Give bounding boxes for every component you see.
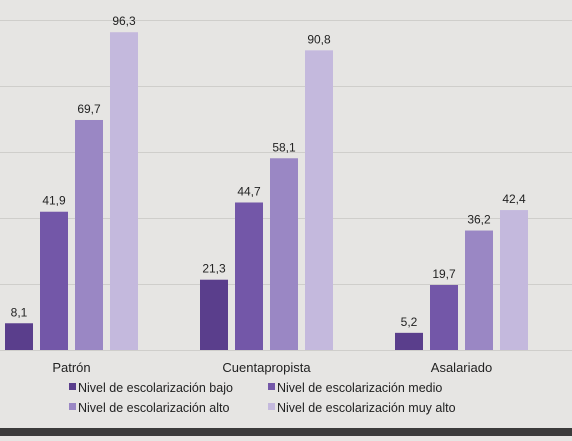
legend-swatch bbox=[268, 383, 275, 390]
data-label: 90,8 bbox=[307, 32, 331, 46]
bar bbox=[305, 50, 333, 351]
category-label: Asalariado bbox=[431, 360, 492, 375]
data-label: 69,7 bbox=[77, 102, 101, 116]
category-labels: Patrón Cuentapropista Asalariado bbox=[52, 360, 492, 375]
bar bbox=[500, 210, 528, 350]
data-label: 44,7 bbox=[237, 184, 261, 198]
data-label: 19,7 bbox=[432, 267, 456, 281]
data-label: 36,2 bbox=[467, 213, 491, 227]
legend: Nivel de escolarización bajo Nivel de esc… bbox=[69, 381, 456, 415]
legend-entry: Nivel de escolarización medio bbox=[277, 381, 442, 395]
legend-swatch bbox=[69, 383, 76, 390]
data-label: 41,9 bbox=[42, 194, 66, 208]
bar bbox=[430, 284, 458, 350]
value-labels: 8,1 41,9 69,7 96,3 21,3 44,7 58,1 90,8 5,2 19,7 36… bbox=[11, 14, 526, 329]
bar bbox=[465, 230, 493, 350]
bottom-bar bbox=[0, 428, 572, 436]
legend-entry: Nivel de escolarización bajo bbox=[78, 381, 233, 395]
bar bbox=[75, 119, 103, 351]
legend-entry: Nivel de escolarización alto bbox=[78, 401, 230, 415]
data-label: 42,4 bbox=[502, 192, 526, 206]
data-label: 5,2 bbox=[401, 315, 418, 329]
data-label: 58,1 bbox=[272, 140, 296, 154]
data-label: 96,3 bbox=[112, 14, 136, 28]
data-label: 21,3 bbox=[202, 262, 226, 276]
category-label: Patrón bbox=[52, 360, 90, 375]
bar bbox=[110, 32, 138, 351]
bar bbox=[270, 158, 298, 350]
bar bbox=[200, 279, 228, 350]
legend-swatch bbox=[268, 403, 275, 410]
bar bbox=[395, 332, 423, 350]
bar bbox=[5, 323, 33, 350]
bar bbox=[40, 211, 68, 350]
category-label: Cuentapropista bbox=[222, 360, 311, 375]
legend-swatch bbox=[69, 403, 76, 410]
bars bbox=[5, 32, 528, 351]
bar bbox=[235, 202, 263, 350]
legend-entry: Nivel de escolarización muy alto bbox=[277, 401, 456, 415]
data-label: 8,1 bbox=[11, 305, 28, 319]
